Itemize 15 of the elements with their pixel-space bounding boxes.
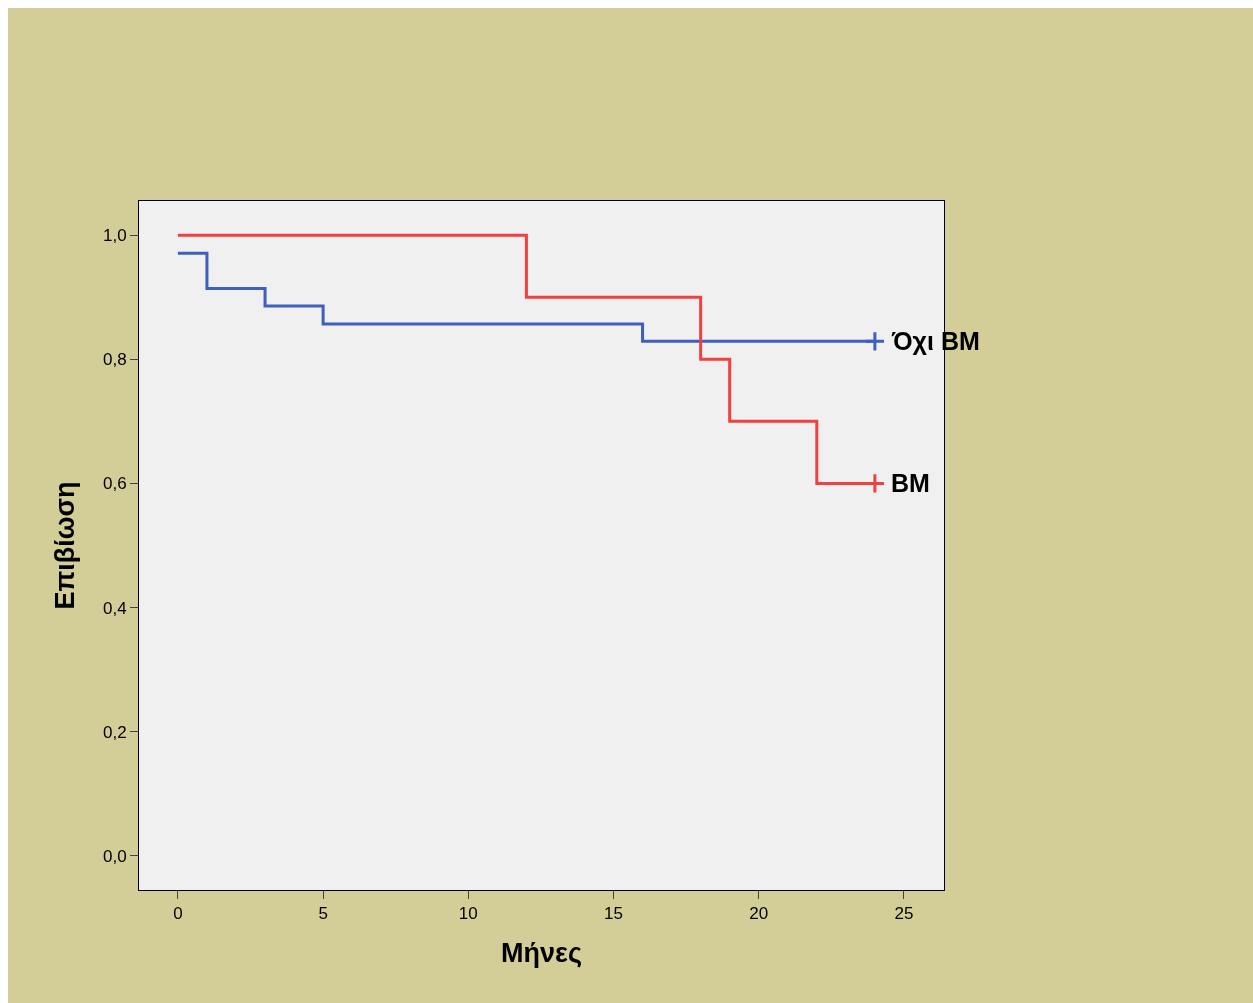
y-axis-title: Επιβίωση [50,481,81,610]
x-tick-label: 15 [604,904,623,924]
y-tick-label: 0,8 [102,350,127,370]
x-tick-label: 0 [173,904,183,924]
y-tick-label: 0,6 [102,474,127,494]
y-tick-label: 0,2 [102,722,127,742]
x-tick-label: 20 [749,904,769,924]
x-tick-label: 10 [458,904,478,924]
x-axis-title: Μήνες [501,937,582,968]
series-label: BM [891,469,930,497]
y-tick-label: 0,4 [102,598,127,618]
y-tick-label: 1,0 [102,226,127,246]
x-tick-label: 25 [894,904,914,924]
x-tick-label: 5 [318,904,328,924]
y-tick-label: 0,0 [102,846,127,866]
